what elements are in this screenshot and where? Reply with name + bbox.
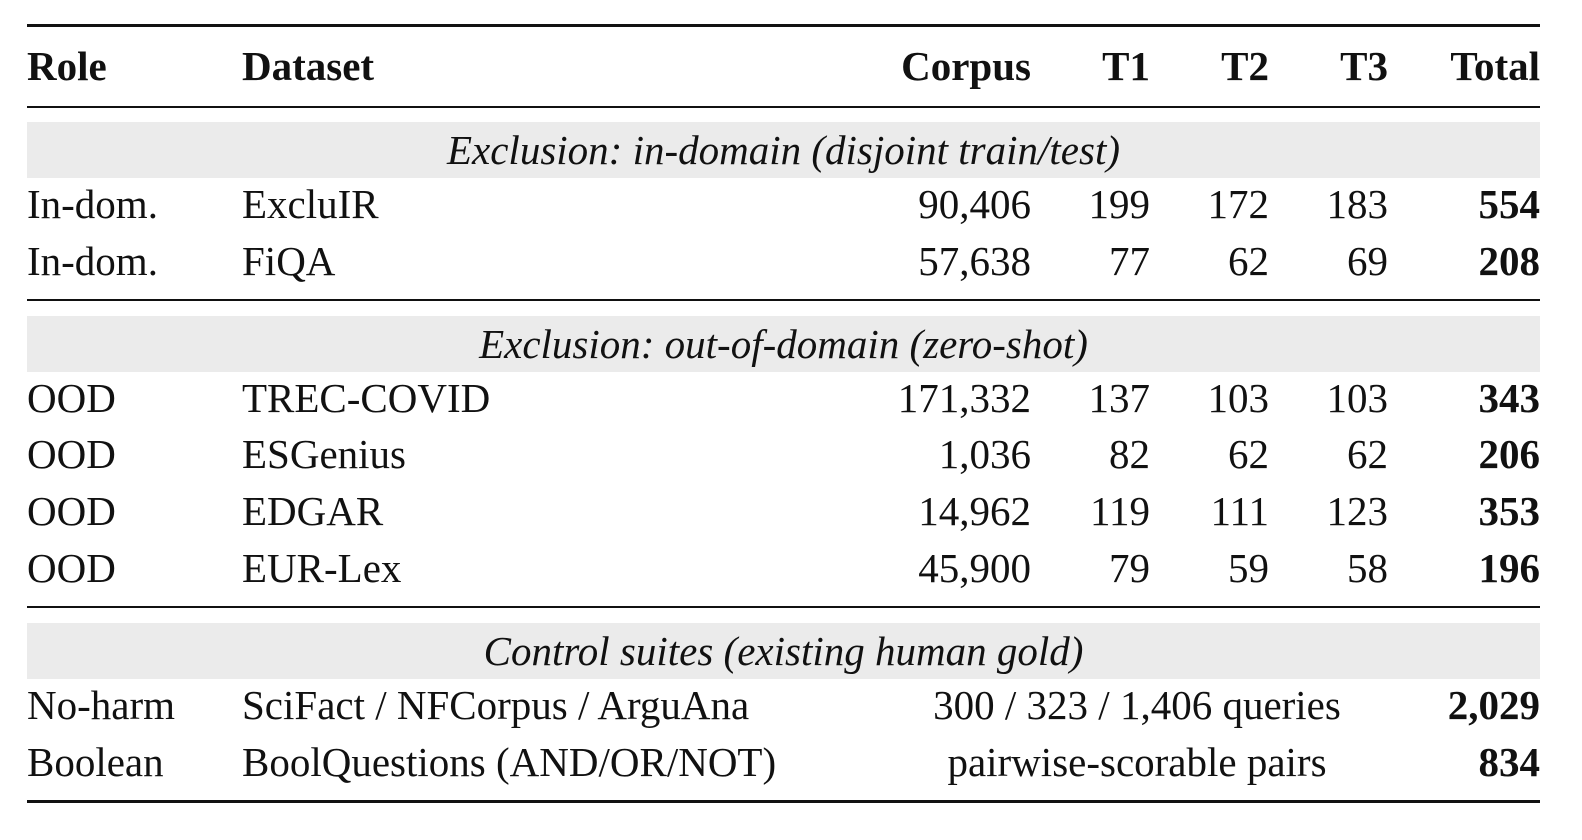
section-rule-1	[27, 299, 1540, 301]
cell-role: OOD	[27, 488, 116, 534]
cell-t1: 77	[1109, 238, 1150, 284]
cell-t3: 58	[1347, 545, 1388, 591]
cell-total: 554	[1478, 181, 1541, 227]
cell-t1: 199	[1088, 181, 1151, 227]
cell-total: 343	[1478, 375, 1541, 421]
cell-dataset: BoolQuestions (AND/OR/NOT)	[242, 739, 777, 785]
cell-total: 196	[1478, 545, 1541, 591]
table-row: In-dom. ExcluIR 90,406 199 172 183 554	[0, 176, 1582, 233]
cell-t3: 183	[1326, 181, 1389, 227]
cell-dataset: SciFact / NFCorpus / ArguAna	[242, 682, 750, 728]
cell-dataset: FiQA	[242, 238, 336, 284]
cell-role: OOD	[27, 375, 116, 421]
table-row: Boolean BoolQuestions (AND/OR/NOT) pairw…	[0, 734, 1582, 791]
cell-t1: 137	[1088, 375, 1151, 421]
cell-t2: 103	[1207, 375, 1270, 421]
table-row: No-harm SciFact / NFCorpus / ArguAna 300…	[0, 677, 1582, 734]
cell-role: Boolean	[27, 739, 164, 785]
cell-dataset: ExcluIR	[242, 181, 379, 227]
cell-role: In-dom.	[27, 181, 158, 227]
section-title-in-domain: Exclusion: in-domain (disjoint train/tes…	[27, 122, 1540, 178]
cell-t3: 123	[1326, 488, 1389, 534]
cell-corpus: 57,638	[918, 238, 1031, 284]
cell-t2: 172	[1207, 181, 1270, 227]
cell-t2: 59	[1228, 545, 1269, 591]
cell-corpus: 90,406	[918, 181, 1031, 227]
top-rule	[27, 24, 1540, 27]
section-rule-2	[27, 606, 1540, 608]
cell-t3: 103	[1326, 375, 1389, 421]
cell-corpus: 14,962	[918, 488, 1031, 534]
cell-total: 208	[1478, 238, 1541, 284]
cell-dataset: EUR-Lex	[242, 545, 402, 591]
cell-role: OOD	[27, 545, 116, 591]
header-t1: T1	[1102, 43, 1150, 89]
cell-role: In-dom.	[27, 238, 158, 284]
cell-corpus: 171,332	[897, 375, 1031, 421]
cell-corpus: 1,036	[938, 431, 1031, 477]
table-row: OOD TREC-COVID 171,332 137 103 103 343	[0, 370, 1582, 427]
cell-spanning-counts: pairwise-scorable pairs	[947, 739, 1327, 785]
cell-corpus: 45,900	[918, 545, 1031, 591]
cell-t2: 62	[1228, 431, 1269, 477]
table-row: OOD ESGenius 1,036 82 62 62 206	[0, 426, 1582, 483]
header-t2: T2	[1221, 43, 1269, 89]
cell-t1: 82	[1109, 431, 1150, 477]
header-total: Total	[1450, 43, 1540, 89]
cell-t3: 69	[1347, 238, 1388, 284]
cell-t1: 119	[1090, 488, 1150, 534]
header-corpus: Corpus	[901, 43, 1031, 89]
cell-total: 206	[1478, 431, 1541, 477]
table-row: OOD EUR-Lex 45,900 79 59 58 196	[0, 540, 1582, 597]
cell-dataset: ESGenius	[242, 431, 406, 477]
header-rule	[27, 106, 1540, 108]
cell-total: 834	[1478, 739, 1541, 785]
cell-total: 2,029	[1447, 682, 1540, 728]
header-dataset: Dataset	[242, 43, 375, 89]
cell-spanning-counts: 300 / 323 / 1,406 queries	[933, 682, 1341, 728]
cell-t2: 62	[1228, 238, 1269, 284]
header-role: Role	[27, 43, 107, 89]
bottom-rule	[27, 800, 1540, 803]
section-title-control-suites: Control suites (existing human gold)	[27, 623, 1540, 679]
header-t3: T3	[1340, 43, 1388, 89]
table-header: Role Dataset Corpus T1 T2 T3 Total	[0, 38, 1582, 95]
cell-t3: 62	[1347, 431, 1388, 477]
cell-role: No-harm	[27, 682, 176, 728]
cell-role: OOD	[27, 431, 116, 477]
cell-t2: 111	[1210, 488, 1269, 534]
cell-dataset: EDGAR	[242, 488, 384, 534]
table-row: In-dom. FiQA 57,638 77 62 69 208	[0, 233, 1582, 290]
section-title-out-of-domain: Exclusion: out-of-domain (zero-shot)	[27, 316, 1540, 372]
table-row: OOD EDGAR 14,962 119 111 123 353	[0, 483, 1582, 540]
cell-total: 353	[1478, 488, 1541, 534]
cell-t1: 79	[1109, 545, 1150, 591]
cell-dataset: TREC-COVID	[242, 375, 491, 421]
